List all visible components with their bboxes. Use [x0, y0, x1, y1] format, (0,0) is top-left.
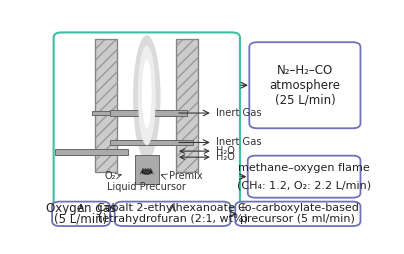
- Text: Cobalt 2-ethylhexanoate +: Cobalt 2-ethylhexanoate +: [97, 203, 248, 213]
- Text: Liquid Precursor: Liquid Precursor: [107, 182, 186, 192]
- Ellipse shape: [142, 170, 152, 174]
- Text: atmosphere: atmosphere: [269, 79, 341, 92]
- Polygon shape: [135, 155, 159, 184]
- Text: Inert Gas: Inert Gas: [217, 108, 262, 118]
- Text: H₂O: H₂O: [217, 146, 235, 156]
- Text: Co-carboxylate-based: Co-carboxylate-based: [237, 203, 359, 213]
- Text: Oxygen gas: Oxygen gas: [46, 202, 116, 215]
- Text: (5 L/min): (5 L/min): [55, 213, 107, 226]
- Text: Inert Gas: Inert Gas: [217, 137, 262, 148]
- Text: Premix: Premix: [169, 171, 202, 181]
- Text: precursor (5 ml/min): precursor (5 ml/min): [240, 214, 355, 224]
- Polygon shape: [110, 140, 193, 145]
- FancyBboxPatch shape: [54, 33, 240, 208]
- Text: H₂O: H₂O: [217, 152, 235, 162]
- Polygon shape: [110, 110, 187, 116]
- Ellipse shape: [133, 35, 160, 160]
- Text: O₂: O₂: [104, 171, 116, 181]
- Text: N₂–H₂–CO: N₂–H₂–CO: [277, 64, 333, 77]
- Ellipse shape: [142, 59, 152, 128]
- Text: tetrahydrofuran (2:1, wt%): tetrahydrofuran (2:1, wt%): [98, 214, 248, 224]
- FancyBboxPatch shape: [249, 42, 360, 128]
- Polygon shape: [55, 149, 128, 155]
- Polygon shape: [176, 39, 198, 172]
- FancyBboxPatch shape: [235, 202, 360, 226]
- Ellipse shape: [138, 46, 156, 145]
- Text: (25 L/min): (25 L/min): [275, 93, 335, 106]
- Text: (CH₄: 1.2, O₂: 2.2 L/min): (CH₄: 1.2, O₂: 2.2 L/min): [237, 181, 371, 190]
- FancyBboxPatch shape: [115, 202, 231, 226]
- FancyBboxPatch shape: [52, 202, 110, 226]
- Polygon shape: [92, 111, 110, 115]
- Text: methane–oxygen flame: methane–oxygen flame: [238, 163, 370, 173]
- Polygon shape: [95, 39, 118, 172]
- FancyBboxPatch shape: [248, 156, 360, 198]
